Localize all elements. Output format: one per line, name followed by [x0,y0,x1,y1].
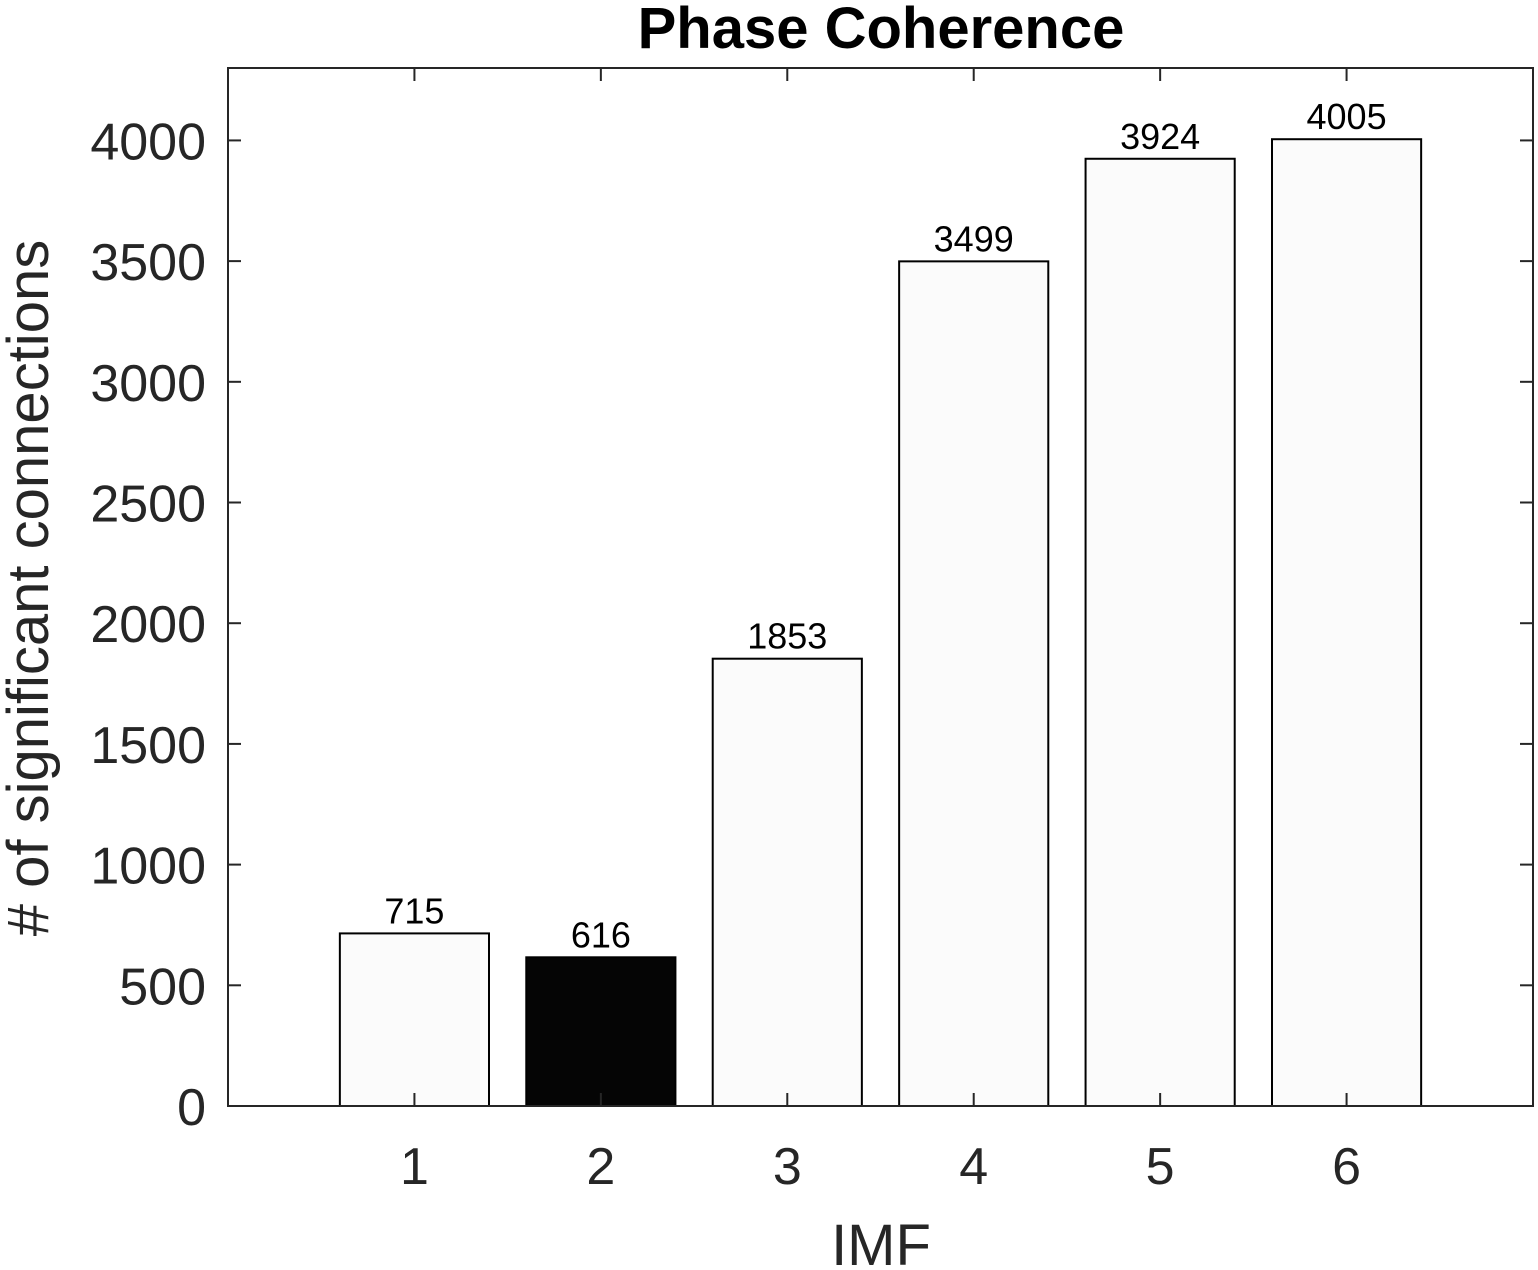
axes-box [227,67,1534,1107]
bar [711,657,863,1107]
bar [1084,157,1236,1107]
x-tick-label: 1 [400,1138,429,1196]
y-tick-label: 0 [177,1079,206,1137]
x-tick-label: 4 [959,1138,988,1196]
y-tick-label: 1500 [90,717,206,775]
data-label: 3499 [934,218,1014,259]
data-label: 3924 [1120,116,1200,157]
x-tick-label: 2 [586,1138,615,1196]
data-label: 616 [571,914,631,955]
x-axis-label: IMF [831,1213,931,1270]
x-tick-label: 5 [1146,1138,1175,1196]
y-tick-label: 4000 [90,113,206,171]
y-tick-label: 500 [119,958,206,1016]
y-tick-label: 1000 [90,838,206,896]
y-axis-label: # of significant connections [0,240,61,936]
bar [1271,138,1423,1108]
x-tick-label: 3 [773,1138,802,1196]
data-label: 715 [384,890,444,931]
data-label: 1853 [747,616,827,657]
bar [338,932,490,1108]
y-tick-label: 3500 [90,234,206,292]
y-tick-label: 3000 [90,355,206,413]
y-tick-label: 2000 [90,596,206,654]
y-tick-label: 2500 [90,476,206,534]
chart-title: Phase Coherence [638,0,1125,61]
bar [898,260,1050,1107]
x-tick-label: 6 [1332,1138,1361,1196]
data-label: 4005 [1307,96,1387,137]
bar [525,956,677,1108]
